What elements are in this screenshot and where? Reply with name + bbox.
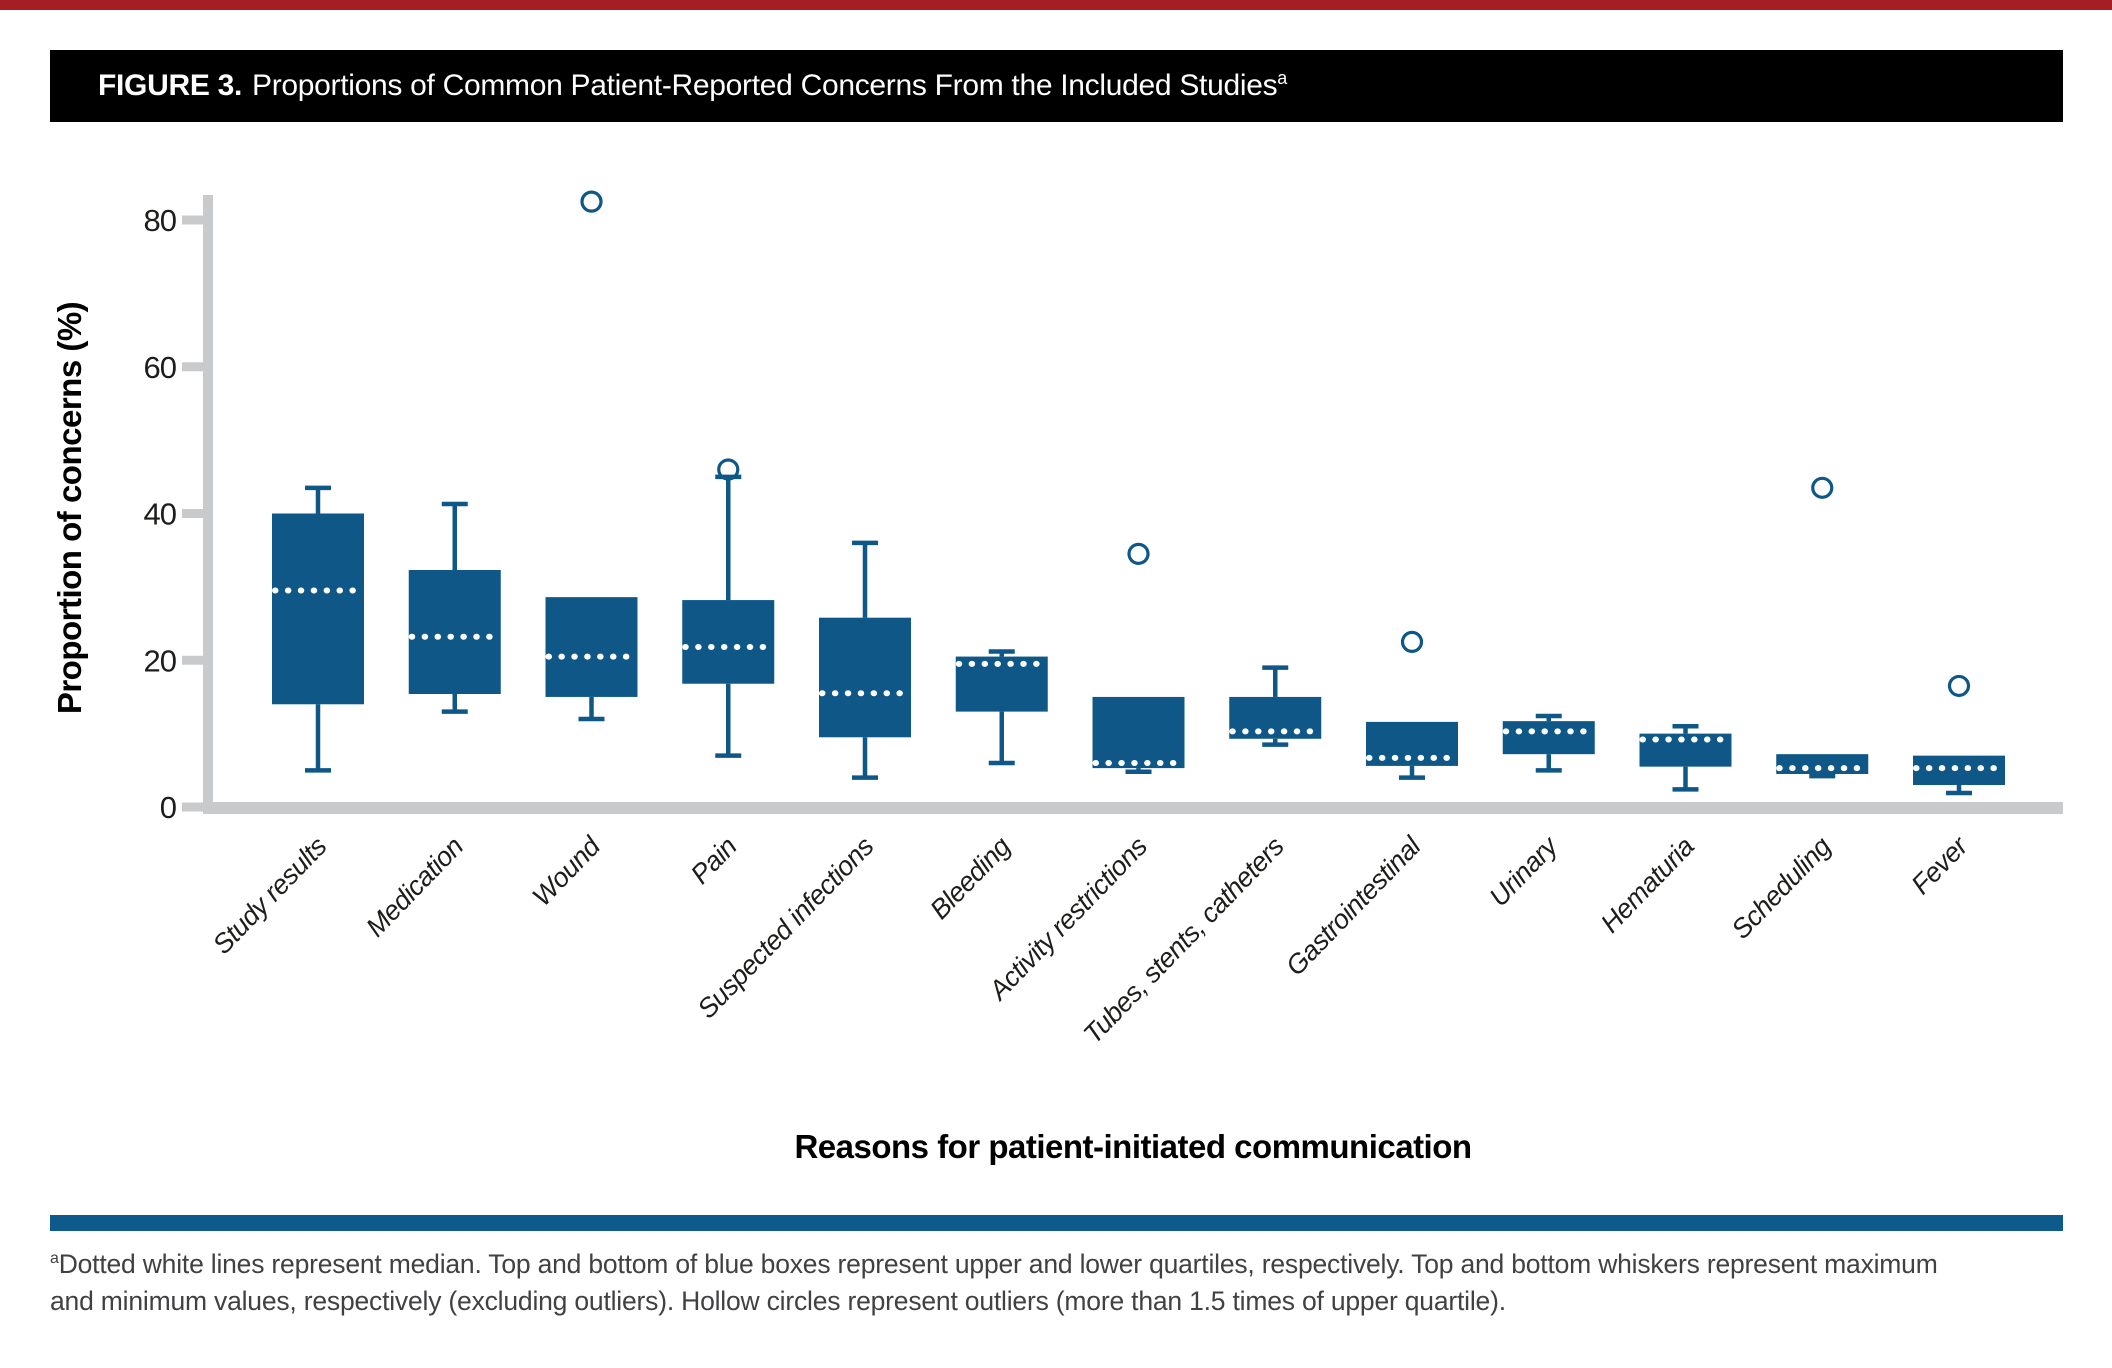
x-tick-label-wound: Wound [527,830,607,912]
iqr-box [1502,721,1595,755]
box-plot-activity-restrictions [1092,542,1185,775]
iqr-box [408,569,501,695]
x-tick-label-fever: Fever [1906,830,1975,900]
outlier-circle [1947,674,1971,698]
figure-header-bar: FIGURE 3. Proportions of Common Patient-… [50,50,2063,122]
footnote-line-1: aDotted white lines represent median. To… [50,1246,2050,1283]
outlier-circle [580,190,603,213]
outlier-circle [1400,630,1424,654]
outlier-circle [1127,542,1150,565]
box-plot-suspected-infections [819,540,911,780]
outlier-circle [717,458,740,481]
x-tick-label-study-results: Study results [207,831,332,959]
y-tick-mark [182,655,203,665]
footnote-line-2: and minimum values, respectively (exclud… [50,1286,1506,1316]
x-axis-line [203,802,2063,814]
y-tick-label: 80 [144,203,177,238]
box-plot-pain [682,458,775,758]
iqr-box [1092,696,1185,769]
iqr-box [272,513,364,705]
iqr-box [819,617,911,738]
figure-title: Proportions of Common Patient-Reported C… [252,69,1287,103]
footnote-line-1-text: Dotted white lines represent median. Top… [58,1249,1938,1279]
iqr-box [545,597,638,697]
y-tick-label: 0 [160,790,177,825]
box-plot-medication [408,501,501,714]
footnote-divider-rule [50,1215,2063,1231]
y-tick-mark [182,362,203,372]
box-plot-fever [1913,674,2005,796]
outlier-circle [1811,476,1834,499]
y-tick-mark [182,802,203,812]
box-plot-study-results [272,485,364,773]
y-tick-label: 20 [144,643,177,678]
x-tick-label-hematuria: Hematuria [1595,831,1700,939]
box-plot-gastrointestinal [1366,630,1458,780]
y-tick-label: 40 [144,497,177,532]
y-axis-line [203,195,213,814]
box-plot-wound [545,190,638,722]
iqr-box [1776,754,1869,774]
iqr-box [682,600,775,684]
y-tick-label: 60 [144,350,177,385]
y-tick-mark [182,215,203,225]
x-tick-label-medication: Medication [360,831,469,942]
iqr-box [1913,755,2005,785]
figure-title-superscript: a [1277,68,1288,88]
figure-number-label: FIGURE 3. [98,69,242,102]
x-tick-label-scheduling: Scheduling [1726,831,1837,945]
box-plot-tubes-stents-catheters [1229,665,1322,747]
y-tick-mark [182,509,203,518]
box-plot-urinary [1502,713,1595,773]
x-tick-label-gastrointestinal: Gastrointestinal [1280,830,1427,981]
box-plot-hematuria [1639,724,1732,792]
y-axis-title: Proportion of concerns (%) [51,301,88,715]
figure-title-text: Proportions of Common Patient-Reported C… [252,69,1278,102]
box-plot-bleeding [955,649,1048,766]
x-tick-label-urinary: Urinary [1483,830,1564,912]
x-tick-label-bleeding: Bleeding [924,831,1016,925]
footnote-superscript: a [50,1250,59,1268]
top-accent-bar [0,0,2112,10]
x-axis-title: Reasons for patient-initiated communicat… [794,1128,1472,1165]
box-plot-scheduling [1776,476,1869,779]
x-tick-label-pain: Pain [685,831,743,889]
figure-footnote: aDotted white lines represent median. To… [50,1246,2050,1320]
